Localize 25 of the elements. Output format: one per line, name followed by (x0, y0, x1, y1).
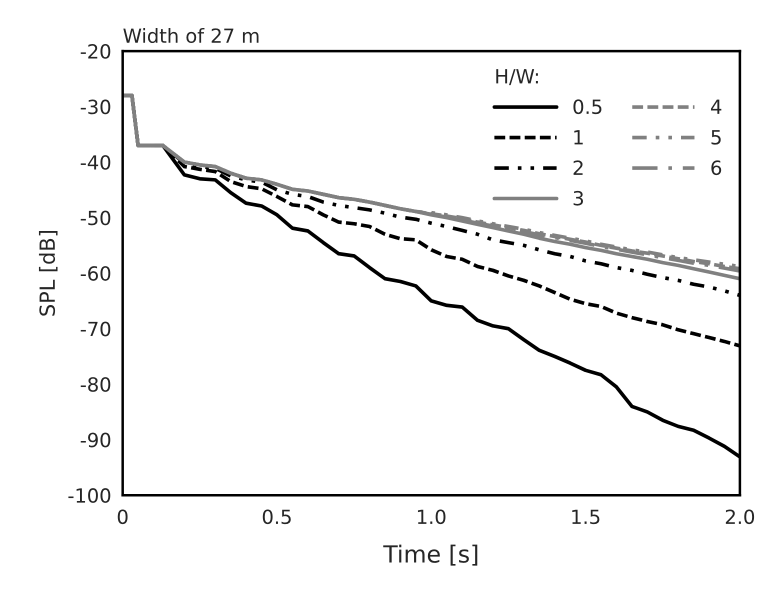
x-tick-label: 1.0 (418, 509, 446, 524)
x-tick-label: 1.5 (572, 510, 600, 524)
y-tick-label: -50 (80, 210, 110, 226)
legend-label: 6 (711, 160, 722, 176)
x-axis-title: Time [s] (383, 544, 478, 566)
y-tick-label: -100 (68, 488, 110, 503)
y-tick-label: -90 (80, 432, 110, 448)
y-axis-title: SPL [dB] (38, 231, 58, 316)
y-tick-label: -70 (80, 322, 110, 336)
y-tick-label: -30 (80, 100, 110, 114)
x-tick-label: 0 (118, 509, 128, 524)
legend-label: 3 (574, 190, 583, 206)
legend-title: H/W: (496, 69, 538, 86)
y-tick-label: -40 (80, 155, 110, 170)
legend-label: 1 (574, 130, 583, 144)
legend-label: 2 (574, 160, 583, 175)
y-tick-label: -20 (80, 44, 110, 59)
x-tick-label: 2.0 (726, 509, 754, 524)
legend-label: 4 (710, 100, 722, 114)
y-tick-label: -80 (80, 377, 110, 392)
legend-label: 0.5 (573, 99, 602, 114)
x-tick-label: 0.5 (262, 509, 291, 524)
chart-title: Width of 27 m (123, 28, 258, 44)
legend-label: 5 (712, 130, 721, 145)
y-tick-label: -60 (80, 266, 110, 281)
